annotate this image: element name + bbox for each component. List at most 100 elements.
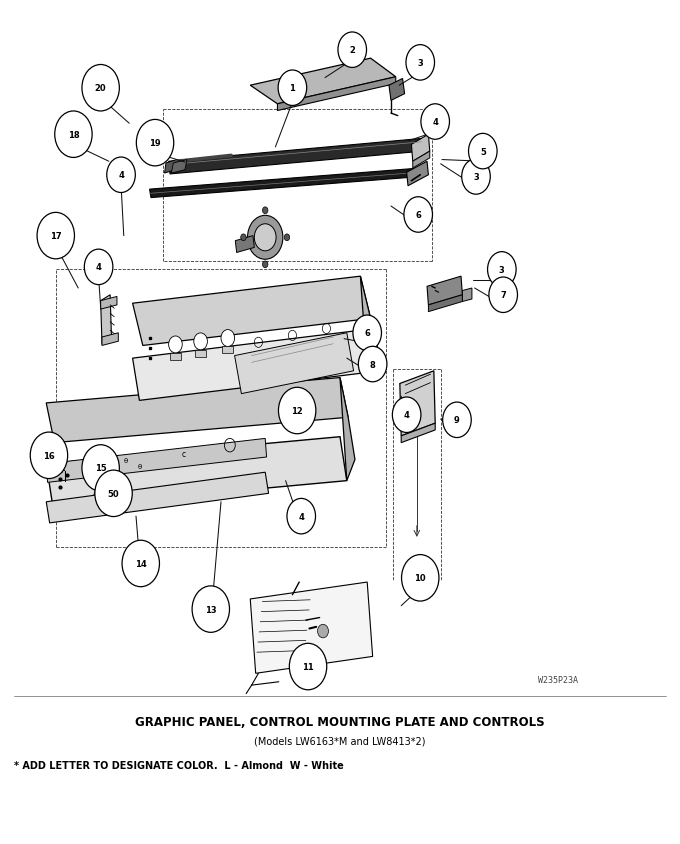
- Circle shape: [248, 216, 283, 260]
- Circle shape: [262, 262, 268, 268]
- Circle shape: [241, 235, 246, 241]
- Polygon shape: [101, 295, 112, 345]
- Text: 3: 3: [418, 59, 423, 68]
- Bar: [170, 354, 181, 360]
- Text: 4: 4: [299, 512, 304, 521]
- Polygon shape: [169, 139, 423, 175]
- Polygon shape: [102, 333, 118, 346]
- Text: 14: 14: [135, 560, 147, 568]
- Circle shape: [192, 586, 230, 633]
- Text: GRAPHIC PANEL, CONTROL MOUNTING PLATE AND CONTROLS: GRAPHIC PANEL, CONTROL MOUNTING PLATE AN…: [135, 715, 545, 728]
- Circle shape: [82, 66, 120, 111]
- Circle shape: [404, 197, 432, 233]
- Circle shape: [462, 160, 490, 195]
- Circle shape: [401, 555, 439, 601]
- Text: 3: 3: [499, 266, 505, 274]
- Circle shape: [278, 71, 307, 106]
- Circle shape: [194, 333, 207, 350]
- Text: 13: 13: [205, 605, 217, 614]
- Bar: [195, 350, 206, 357]
- Polygon shape: [340, 378, 355, 481]
- Text: 8: 8: [370, 360, 375, 369]
- Polygon shape: [250, 59, 396, 105]
- Text: θ: θ: [110, 451, 114, 457]
- Polygon shape: [165, 160, 177, 174]
- Text: 5: 5: [480, 148, 486, 156]
- Polygon shape: [277, 78, 396, 111]
- Bar: [222, 347, 233, 354]
- Text: * ADD LETTER TO DESIGNATE COLOR.  L - Almond  W - White: * ADD LETTER TO DESIGNATE COLOR. L - Alm…: [14, 760, 343, 771]
- Circle shape: [353, 316, 381, 351]
- Circle shape: [469, 134, 497, 170]
- Text: 10: 10: [414, 574, 426, 582]
- Text: 16: 16: [43, 452, 55, 460]
- Text: 50: 50: [107, 490, 120, 498]
- Text: 4: 4: [432, 118, 438, 127]
- Polygon shape: [400, 371, 435, 436]
- Text: 1: 1: [290, 84, 295, 93]
- Text: 3: 3: [473, 173, 479, 181]
- Text: θ: θ: [137, 463, 141, 470]
- Polygon shape: [427, 277, 462, 306]
- Polygon shape: [411, 135, 430, 162]
- Polygon shape: [46, 439, 267, 483]
- Text: 6: 6: [415, 211, 421, 219]
- Circle shape: [279, 388, 316, 434]
- Circle shape: [54, 112, 92, 159]
- Circle shape: [84, 250, 113, 285]
- Text: 17: 17: [50, 232, 62, 241]
- Circle shape: [254, 225, 276, 252]
- Text: 6: 6: [364, 329, 370, 338]
- Text: θ: θ: [124, 457, 128, 463]
- Polygon shape: [46, 437, 347, 508]
- Circle shape: [37, 214, 75, 260]
- Circle shape: [290, 643, 326, 690]
- Circle shape: [136, 121, 174, 167]
- Circle shape: [338, 33, 367, 68]
- Text: 19: 19: [149, 139, 161, 148]
- Circle shape: [358, 347, 387, 382]
- Circle shape: [122, 540, 159, 587]
- Polygon shape: [428, 295, 462, 312]
- Polygon shape: [46, 473, 269, 523]
- Circle shape: [262, 208, 268, 214]
- Circle shape: [392, 398, 421, 433]
- Circle shape: [489, 278, 517, 313]
- Polygon shape: [407, 162, 428, 187]
- Text: 2: 2: [350, 46, 355, 55]
- Circle shape: [406, 46, 435, 81]
- Polygon shape: [235, 333, 354, 394]
- Circle shape: [82, 446, 120, 491]
- Circle shape: [30, 432, 67, 479]
- Polygon shape: [462, 289, 472, 302]
- Polygon shape: [46, 378, 348, 443]
- Polygon shape: [101, 297, 117, 310]
- Text: W235P23A: W235P23A: [538, 675, 577, 684]
- Text: 4: 4: [96, 263, 101, 272]
- Text: 18: 18: [67, 131, 80, 139]
- Text: (Models LW6163*M and LW8413*2): (Models LW6163*M and LW8413*2): [254, 736, 426, 746]
- Polygon shape: [150, 169, 422, 198]
- Circle shape: [169, 337, 182, 354]
- Text: 9: 9: [454, 416, 460, 425]
- Circle shape: [488, 252, 516, 288]
- Circle shape: [221, 330, 235, 347]
- Circle shape: [318, 625, 328, 638]
- Text: 7: 7: [500, 291, 506, 300]
- Polygon shape: [250, 582, 373, 674]
- Circle shape: [107, 158, 135, 193]
- Circle shape: [443, 403, 471, 438]
- Polygon shape: [133, 277, 371, 346]
- Text: c: c: [182, 450, 186, 458]
- Polygon shape: [401, 424, 435, 443]
- Polygon shape: [389, 79, 405, 101]
- Circle shape: [421, 105, 449, 140]
- Polygon shape: [235, 236, 254, 253]
- Text: 11: 11: [302, 663, 314, 671]
- Circle shape: [287, 499, 316, 534]
- Polygon shape: [360, 277, 381, 373]
- Polygon shape: [413, 152, 430, 169]
- Text: 12: 12: [291, 407, 303, 415]
- Text: 20: 20: [95, 84, 107, 93]
- Polygon shape: [171, 160, 187, 174]
